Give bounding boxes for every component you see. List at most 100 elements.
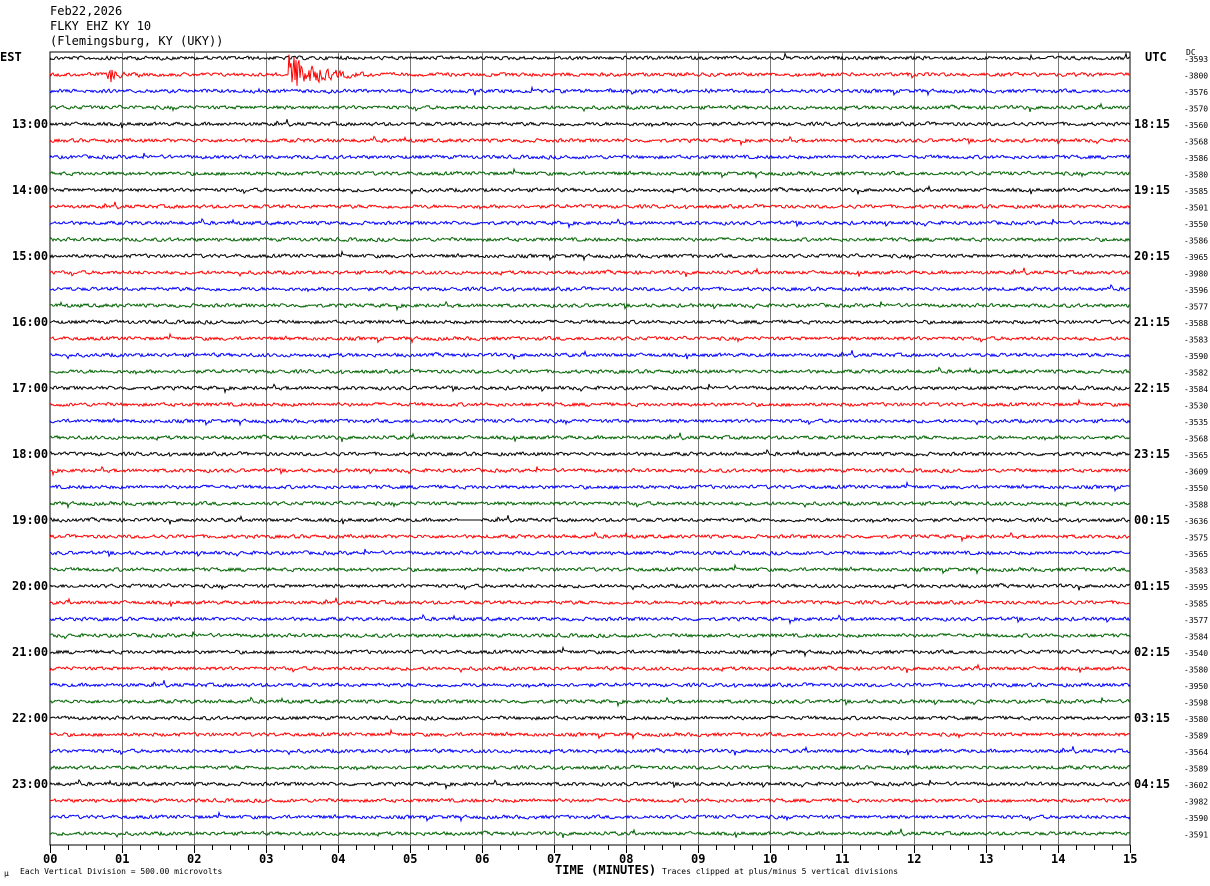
trace-line xyxy=(49,548,1131,558)
station-label: FLKY EHZ KY 10 xyxy=(50,19,151,33)
left-hour-label: 14:00 xyxy=(12,183,48,197)
trace-line xyxy=(49,680,1131,689)
trace-line xyxy=(49,119,1131,129)
trace-line xyxy=(49,696,1131,708)
x-tick-label: 02 xyxy=(187,852,201,866)
dc-offset-label: -3583 xyxy=(1184,336,1208,345)
time-labels: -3593 -3800 -3576 -3570 -3560 -3568 -3586 -3580… xyxy=(12,55,1208,840)
x-axis-label: TIME (MINUTES) xyxy=(555,863,656,877)
dc-offset-label: -3550 xyxy=(1184,220,1208,229)
right-hour-label: 21:15 xyxy=(1134,315,1170,329)
trace-line xyxy=(49,531,1131,543)
right-hour-label: 01:15 xyxy=(1134,579,1170,593)
left-hour-label: 18:00 xyxy=(12,447,48,461)
trace-line xyxy=(49,300,1131,312)
x-tick-label: 06 xyxy=(475,852,489,866)
x-tick-label: 13 xyxy=(979,852,993,866)
trace-line xyxy=(49,728,1131,741)
x-tick-label: 12 xyxy=(907,852,921,866)
dc-offset-label: -3577 xyxy=(1184,616,1208,625)
left-hour-label: 15:00 xyxy=(12,249,48,263)
trace-line xyxy=(49,267,1131,278)
dc-offset-label: -3586 xyxy=(1184,154,1208,163)
clip-note: Traces clipped at plus/minus 5 vertical … xyxy=(662,867,898,876)
x-tick-label: 08 xyxy=(619,852,633,866)
dc-offset-label: -3950 xyxy=(1184,682,1208,691)
trace-line xyxy=(49,135,1131,147)
trace-line xyxy=(49,432,1131,443)
dc-offset-label: -3965 xyxy=(1184,253,1208,262)
trace-line xyxy=(49,797,1131,804)
dc-offset-label: -3982 xyxy=(1184,798,1208,807)
dc-offset-label: -3590 xyxy=(1184,352,1208,361)
trace-line xyxy=(49,152,1131,160)
right-hour-label: 20:15 xyxy=(1134,249,1170,263)
dc-offset-label: -3593 xyxy=(1184,55,1208,64)
location-label: (Flemingsburg, KY (UKY)) xyxy=(50,34,223,48)
dc-offset-label: -3580 xyxy=(1184,171,1208,180)
left-hour-label: 17:00 xyxy=(12,381,48,395)
trace-line xyxy=(49,236,1131,243)
dc-offset-label: -3598 xyxy=(1184,699,1208,708)
dc-offset-label: -3589 xyxy=(1184,765,1208,774)
trace-line xyxy=(49,332,1131,345)
right-hour-label: 22:15 xyxy=(1134,381,1170,395)
trace-line xyxy=(49,366,1131,375)
dc-offset-label: -3585 xyxy=(1184,600,1208,609)
dc-offset-label: -3501 xyxy=(1184,204,1208,213)
trace-line xyxy=(49,631,1131,640)
trace-line xyxy=(49,810,1131,823)
right-hour-label: 18:15 xyxy=(1134,117,1170,131)
dc-offset-label: -3595 xyxy=(1184,583,1208,592)
trace-line xyxy=(49,663,1131,674)
dc-offset-label: -3565 xyxy=(1184,550,1208,559)
plot-frame xyxy=(49,51,1131,846)
dc-offset-label: -3602 xyxy=(1184,781,1208,790)
trace-line xyxy=(49,398,1131,408)
x-tick-label: 03 xyxy=(259,852,273,866)
dc-offset-label: -3584 xyxy=(1184,633,1208,642)
trace-line xyxy=(49,167,1131,180)
scale-note: Each Vertical Division = 500.00 microvol… xyxy=(20,867,222,876)
dc-offset-label: -3591 xyxy=(1184,831,1208,840)
trace-line xyxy=(49,613,1131,626)
dc-offset-label: -3596 xyxy=(1184,286,1208,295)
trace-line xyxy=(49,465,1131,477)
right-hour-label: 02:15 xyxy=(1134,645,1170,659)
right-hour-label: 04:15 xyxy=(1134,777,1170,791)
dc-offset-label: -3565 xyxy=(1184,451,1208,460)
right-hour-label: 19:15 xyxy=(1134,183,1170,197)
trace-line xyxy=(49,582,1131,591)
left-timezone: EST xyxy=(0,50,22,64)
x-tick-label: 05 xyxy=(403,852,417,866)
right-hour-label: 03:15 xyxy=(1134,711,1170,725)
x-tick-label: 11 xyxy=(835,852,849,866)
left-hour-label: 21:00 xyxy=(12,645,48,659)
dc-offset-label: -3583 xyxy=(1184,567,1208,576)
left-hour-label: 16:00 xyxy=(12,315,48,329)
dc-offset-label: -3800 xyxy=(1184,72,1208,81)
trace-line xyxy=(49,184,1131,195)
dc-offset-label: -3575 xyxy=(1184,534,1208,543)
left-hour-label: 20:00 xyxy=(12,579,48,593)
x-tick-label: 09 xyxy=(691,852,705,866)
dc-offset-label: -3584 xyxy=(1184,385,1208,394)
trace-line xyxy=(49,563,1131,576)
trace-line xyxy=(49,319,1131,325)
trace-line xyxy=(49,764,1131,771)
dc-offset-label: -3540 xyxy=(1184,649,1208,658)
dc-offset-label: -3609 xyxy=(1184,468,1208,477)
trace-line xyxy=(49,51,1131,61)
x-tick-label: 14 xyxy=(1051,852,1065,866)
x-axis: 00 01 02 03 04 05 06 07 08 09 10 11 12 13 14 15 xyxy=(43,845,1137,866)
x-tick-label: 07 xyxy=(547,852,561,866)
dc-offset-label: -3589 xyxy=(1184,732,1208,741)
trace-line xyxy=(49,383,1131,395)
dc-offset-label: -3588 xyxy=(1184,501,1208,510)
trace-line xyxy=(49,514,1131,525)
dc-offset-label: -3590 xyxy=(1184,814,1208,823)
trace-line xyxy=(49,745,1131,756)
trace-line xyxy=(49,715,1131,721)
dc-offset-label: -3570 xyxy=(1184,105,1208,114)
